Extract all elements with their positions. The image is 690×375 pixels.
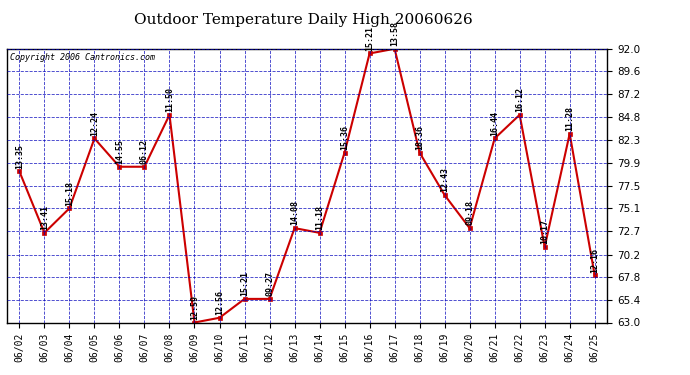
Text: 12:16: 12:16: [590, 248, 599, 273]
Text: Outdoor Temperature Daily High 20060626: Outdoor Temperature Daily High 20060626: [135, 13, 473, 27]
Text: 12:43: 12:43: [440, 167, 449, 192]
Text: 16:12: 16:12: [515, 87, 524, 112]
Text: 14:08: 14:08: [290, 200, 299, 225]
Text: 10:17: 10:17: [540, 219, 549, 244]
Text: 15:36: 15:36: [340, 125, 349, 150]
Text: 12:24: 12:24: [90, 111, 99, 136]
Text: 13:58: 13:58: [390, 21, 399, 46]
Text: 14:55: 14:55: [115, 139, 124, 164]
Text: 11:18: 11:18: [315, 205, 324, 230]
Text: 11:50: 11:50: [165, 87, 174, 112]
Text: Copyright 2006 Cantronics.com: Copyright 2006 Cantronics.com: [10, 53, 155, 62]
Text: 12:59: 12:59: [190, 295, 199, 320]
Text: 16:44: 16:44: [490, 111, 499, 136]
Text: 11:28: 11:28: [565, 106, 574, 131]
Text: 15:18: 15:18: [65, 180, 74, 206]
Text: 09:27: 09:27: [265, 271, 274, 296]
Text: 13:41: 13:41: [40, 205, 49, 230]
Text: 09:18: 09:18: [465, 200, 474, 225]
Text: 12:56: 12:56: [215, 290, 224, 315]
Text: 06:12: 06:12: [140, 139, 149, 164]
Text: 15:21: 15:21: [240, 271, 249, 296]
Text: 18:36: 18:36: [415, 125, 424, 150]
Text: 15:21: 15:21: [365, 26, 374, 51]
Text: 13:35: 13:35: [15, 144, 24, 169]
